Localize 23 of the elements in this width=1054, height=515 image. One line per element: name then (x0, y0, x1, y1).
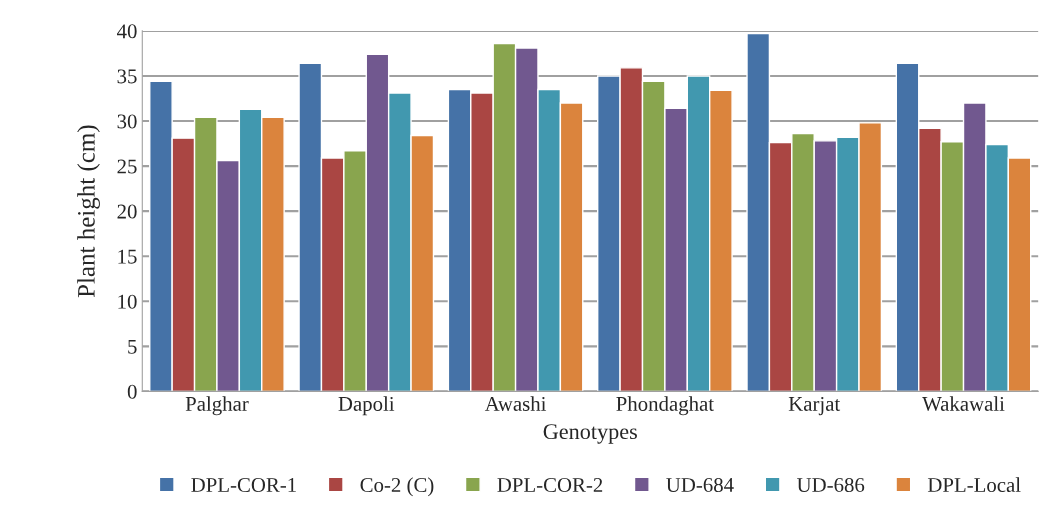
legend-label: DPL-COR-1 (191, 478, 296, 493)
x-tick-label: Karjat (788, 396, 841, 416)
y-tick-label: 20 (117, 204, 137, 219)
legend-label: DPL-COR-2 (497, 478, 603, 493)
y-tick-label: 35 (117, 69, 137, 84)
x-tick-label: Wakawali (922, 396, 1005, 412)
y-tick-label: 10 (118, 294, 137, 309)
y-tick-label: 40 (117, 24, 137, 39)
x-axis-title: Genotypes (543, 424, 637, 444)
legend-label: UD-686 (797, 477, 865, 493)
x-tick-label: Palghar (185, 396, 249, 416)
y-tick-label: 15 (118, 249, 137, 264)
legend-label: UD-684 (666, 477, 734, 493)
legend-label: Co-2 (C) (360, 477, 434, 497)
x-tick-label: Awashi (484, 396, 547, 411)
y-axis-title: Plant height (cm) (77, 125, 100, 298)
y-tick-label: 5 (128, 339, 137, 354)
x-tick-label: Dapoli (338, 396, 395, 416)
legend-label: DPL-Local (927, 477, 1021, 493)
y-tick-label: 25 (117, 159, 137, 174)
y-tick-label: 0 (127, 384, 137, 399)
y-tick-label: 30 (117, 114, 137, 129)
x-tick-label: Phondaghat (616, 396, 714, 416)
